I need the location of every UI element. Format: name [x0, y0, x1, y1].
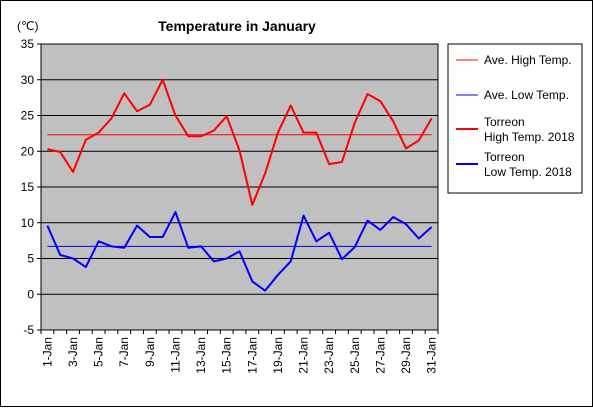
- x-tick-label: 27-Jan: [373, 337, 387, 374]
- x-tick-label: 5-Jan: [92, 337, 106, 367]
- x-tick-label: 31-Jan: [425, 337, 439, 374]
- y-tick-label: -5: [23, 323, 34, 337]
- x-tick-label: 3-Jan: [66, 337, 80, 367]
- legend-label: Torreon: [484, 150, 525, 164]
- x-tick-label: 21-Jan: [297, 337, 311, 374]
- x-tick-label: 15-Jan: [220, 337, 234, 374]
- legend-label: Torreon: [484, 115, 525, 129]
- x-tick-label: 11-Jan: [168, 337, 182, 373]
- x-tick-label: 29-Jan: [399, 337, 413, 374]
- y-tick-label: 20: [21, 144, 35, 158]
- legend-label: Low Temp. 2018: [484, 165, 572, 179]
- y-tick-label: 35: [21, 37, 35, 51]
- x-tick-label: 9-Jan: [143, 337, 157, 367]
- y-tick-label: 10: [21, 216, 35, 230]
- chart-title: Temperature in January: [158, 18, 316, 34]
- x-tick-label: 25-Jan: [348, 337, 362, 374]
- x-tick-label: 17-Jan: [245, 337, 259, 374]
- legend: Ave. High Temp.Ave. Low Temp.TorreonHigh…: [447, 43, 583, 194]
- plot-area: 35 30 25 20 15 10 5 0 -5 1-Jan 3-Jan 5-Jan 7-Jan 9-Ja…: [21, 37, 439, 374]
- x-tick-label: 13-Jan: [194, 337, 208, 374]
- legend-box: [447, 43, 583, 194]
- legend-label: High Temp. 2018: [484, 130, 575, 144]
- y-tick-label: 30: [21, 73, 35, 87]
- series-line-3: [47, 78, 433, 206]
- x-tick-label: 19-Jan: [271, 337, 285, 374]
- series-line-4: [46, 211, 433, 292]
- y-tick-label: 25: [21, 109, 35, 123]
- x-tick-label: 7-Jan: [117, 337, 131, 367]
- y-tick-label: 0: [27, 287, 34, 301]
- y-tick-label: 5: [27, 252, 34, 266]
- legend-label: Ave. High Temp.: [484, 53, 572, 67]
- x-tick-label: 1-Jan: [40, 337, 54, 367]
- legend-label: Ave. Low Temp.: [484, 88, 569, 102]
- x-tick-label: 23-Jan: [322, 337, 336, 374]
- y-unit-label: (℃): [17, 19, 38, 33]
- y-tick-label: 15: [21, 180, 35, 194]
